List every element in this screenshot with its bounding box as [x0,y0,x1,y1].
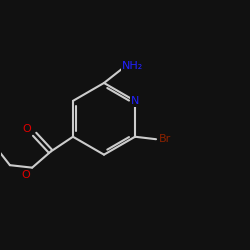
Text: O: O [23,124,32,134]
Text: N: N [131,96,139,106]
Text: NH₂: NH₂ [122,61,143,71]
Text: O: O [22,170,30,180]
Text: Br: Br [159,134,172,144]
